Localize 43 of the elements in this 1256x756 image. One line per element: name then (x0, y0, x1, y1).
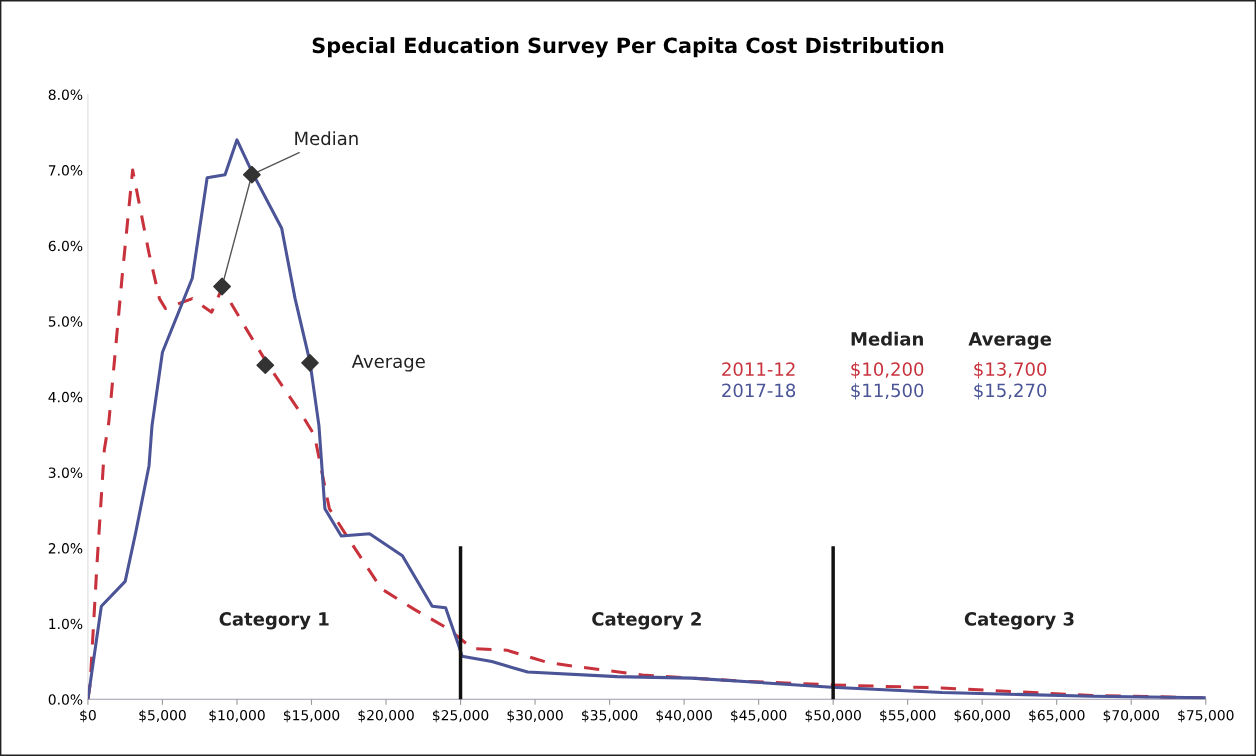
point (256, 356, 275, 375)
annotation: Median (295, 131, 358, 146)
annotation: Average (351, 354, 425, 372)
annotation: $11,500 (851, 383, 924, 400)
y-tick-label: 5.0% (48, 316, 83, 327)
y-tick-label: 2.0% (48, 543, 83, 554)
x-tick-label: $65,000 (1029, 709, 1085, 723)
y-tick-label: 6.0% (48, 240, 83, 252)
text: 2017-18 (722, 383, 796, 398)
annotation: $10,200 (851, 362, 924, 379)
x-tick-label: $30,000 (507, 709, 563, 723)
y-tick-label: 8.0% (48, 89, 83, 100)
x-tick-label: $25,000 (432, 709, 489, 723)
y-tick-label: 4.0% (48, 391, 83, 403)
x-tick-label: $15,000 (283, 709, 340, 723)
y-tick-label: 3.0% (48, 467, 83, 478)
point (301, 353, 319, 372)
x-tick-label: $50,000 (805, 709, 861, 723)
annotation: Median (851, 331, 923, 346)
y-tick-label: 7.0% (48, 165, 83, 176)
text: 2011-12 (722, 362, 795, 376)
annotation: Category 1 (219, 612, 329, 630)
annotation: $13,700 (974, 362, 1047, 379)
x-tick-label: $55,000 (880, 709, 936, 723)
y-tick-label: 0.0% (48, 694, 83, 705)
x-tick-label: $0 (80, 709, 96, 723)
x-tick-label: $40,000 (656, 709, 712, 723)
x-tick-label: $70,000 (1103, 709, 1160, 723)
x-tick-label: $60,000 (954, 709, 1010, 723)
x-tick-label: $35,000 (582, 709, 638, 723)
annotation: Category 3 (964, 612, 1074, 630)
x-tick-label: $10,000 (209, 709, 265, 723)
annotation: $15,270 (974, 383, 1047, 400)
point (213, 277, 231, 296)
x-tick-label: $75,000 (1178, 709, 1234, 723)
y-tick-label: 1.0% (49, 618, 83, 630)
point (242, 165, 261, 184)
x-tick-label: $45,000 (731, 709, 787, 723)
annotation: Average (968, 332, 1052, 350)
x-tick-label: $20,000 (358, 709, 414, 723)
chart-title: Special Education Survey Per Capita Cost Distribution (312, 37, 944, 58)
annotation: Category 2 (592, 612, 701, 630)
x-tick-label: $5,000 (139, 709, 186, 723)
